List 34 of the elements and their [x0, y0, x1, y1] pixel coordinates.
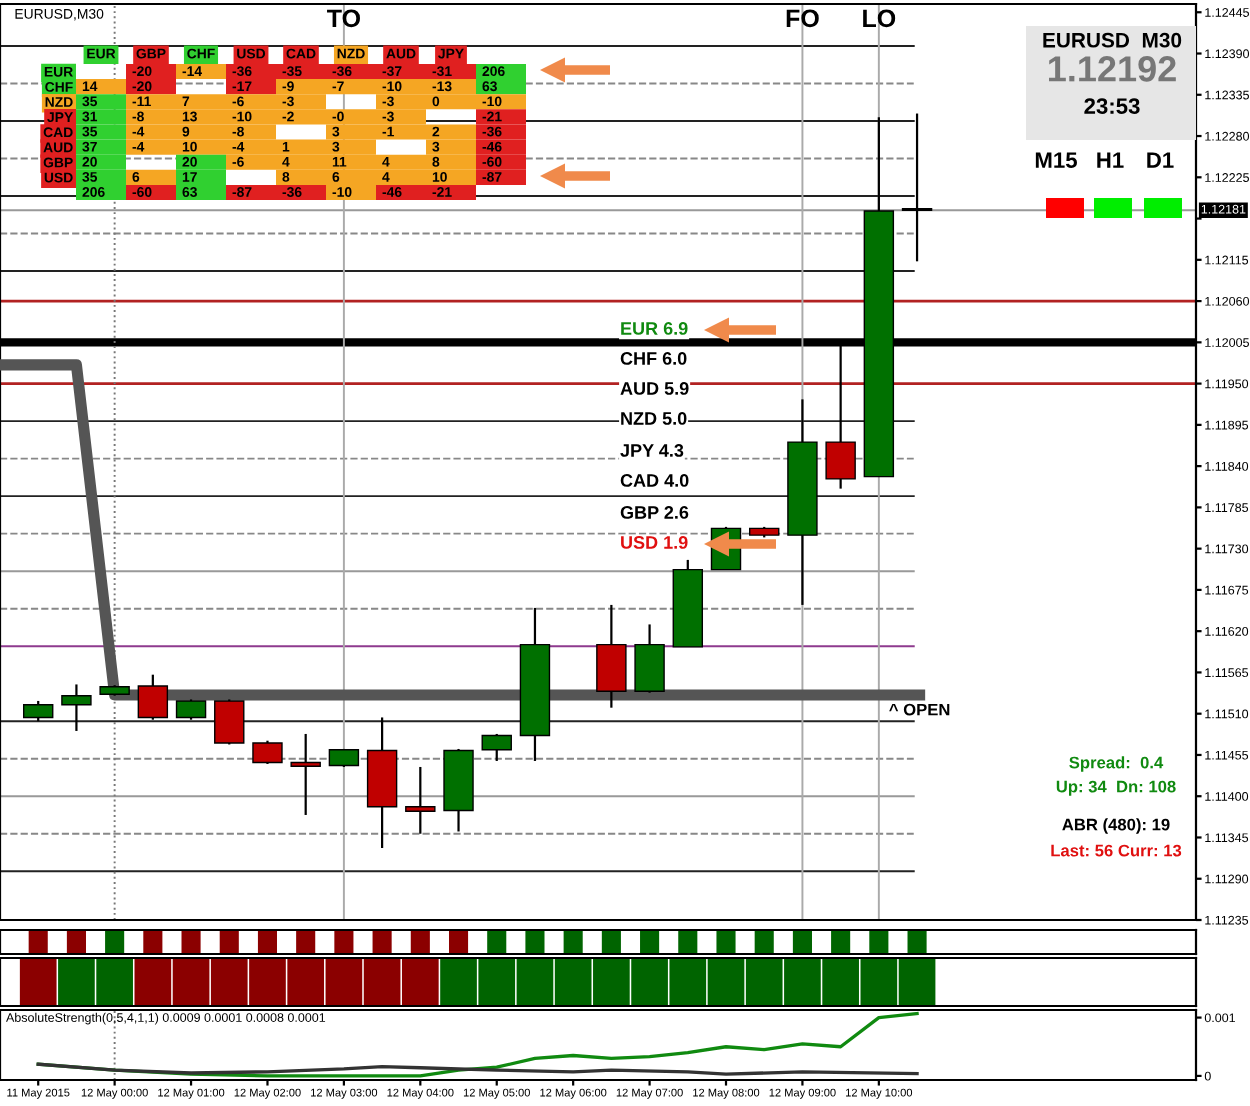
- annotation: Spread: 0.4: [1069, 756, 1164, 772]
- annotation: D1: [1147, 152, 1174, 168]
- annotation: AUD 5.9: [620, 382, 689, 395]
- annotation: M15: [1035, 152, 1077, 168]
- candlestick: [175, 698, 207, 721]
- candlestick: [901, 112, 933, 263]
- candlestick: [290, 732, 321, 817]
- annotation: Last: 56 Curr: 13: [1051, 844, 1182, 857]
- candlestick: [61, 683, 92, 733]
- annotation: CAD 4.0: [620, 474, 689, 487]
- ref-line-label: TO: [327, 9, 360, 28]
- candlestick: [22, 699, 54, 723]
- candlestick: [481, 732, 512, 763]
- candlestick: [252, 739, 283, 766]
- annotation: 23:53: [1084, 98, 1140, 114]
- candlestick: [634, 623, 665, 694]
- annotation: CHF 6.0: [620, 352, 687, 365]
- annotation: EURUSD M30: [1043, 32, 1182, 48]
- annotation: NZD 5.0: [621, 412, 687, 425]
- annotation: JPY 4.3: [620, 444, 684, 457]
- candlestick: [405, 765, 436, 835]
- annotation: 1.12192: [1049, 56, 1176, 82]
- ref-line-label: LO: [863, 9, 896, 28]
- annotation: ^ OPEN: [889, 703, 950, 716]
- candlestick: [214, 698, 245, 746]
- annotation: H1: [1097, 152, 1124, 168]
- annotation: USD 1.9: [621, 536, 688, 549]
- candlestick: [137, 673, 169, 721]
- annotation: Up: 34 Dn: 108: [1056, 780, 1176, 796]
- annotation: ABR (480): 19: [1062, 818, 1170, 834]
- candlestick: [596, 603, 627, 709]
- annotation: EUR 6.9: [621, 322, 688, 335]
- annotation: GBP 2.6: [620, 506, 689, 519]
- ref-line-label: FO: [786, 9, 819, 28]
